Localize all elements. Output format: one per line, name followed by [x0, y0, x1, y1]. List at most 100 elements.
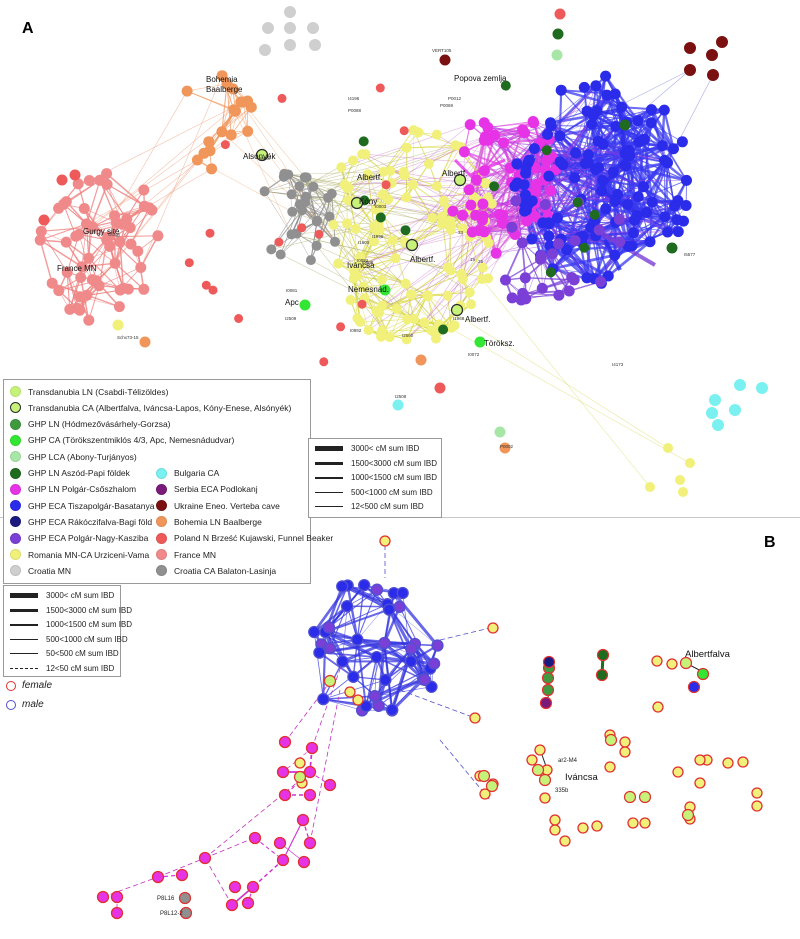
sample-node[interactable] — [545, 267, 556, 278]
sample-node[interactable] — [609, 196, 621, 207]
sample-node[interactable] — [587, 110, 599, 121]
sample-node[interactable] — [431, 181, 442, 192]
sample-node[interactable] — [681, 808, 695, 822]
sample-node[interactable] — [582, 149, 594, 161]
sample-node[interactable] — [308, 625, 321, 639]
sample-node[interactable] — [398, 166, 409, 177]
sample-node[interactable] — [266, 244, 277, 255]
sample-node[interactable] — [663, 443, 673, 453]
sample-node[interactable] — [632, 191, 644, 203]
sample-node[interactable] — [175, 868, 189, 882]
sample-node[interactable] — [336, 580, 349, 593]
sample-node[interactable] — [485, 779, 499, 793]
sample-node[interactable] — [489, 181, 500, 192]
sample-node[interactable] — [396, 586, 409, 600]
sample-node[interactable] — [541, 671, 555, 685]
sample-node[interactable] — [706, 407, 718, 419]
sample-node[interactable] — [466, 299, 477, 310]
sample-node[interactable] — [381, 180, 391, 190]
sample-node[interactable] — [632, 115, 644, 127]
sample-node[interactable] — [355, 251, 366, 262]
sample-node[interactable] — [520, 293, 532, 305]
sample-node[interactable] — [596, 185, 608, 197]
sample-node[interactable] — [506, 221, 518, 233]
sample-node[interactable] — [305, 255, 316, 266]
sample-node[interactable] — [34, 234, 46, 246]
sample-node[interactable] — [465, 199, 477, 211]
sample-node[interactable] — [696, 667, 710, 681]
sample-node[interactable] — [348, 155, 358, 166]
sample-node[interactable] — [96, 890, 110, 904]
sample-node[interactable] — [191, 154, 203, 166]
sample-node[interactable] — [520, 163, 532, 175]
sample-node[interactable] — [538, 773, 552, 787]
sample-node[interactable] — [102, 231, 114, 243]
sample-node[interactable] — [656, 140, 668, 152]
sample-node[interactable] — [470, 174, 482, 186]
sample-node[interactable] — [638, 790, 652, 804]
sample-node[interactable] — [707, 69, 719, 81]
sample-node[interactable] — [328, 219, 339, 230]
sample-node[interactable] — [539, 199, 551, 210]
sample-node[interactable] — [110, 906, 124, 920]
sample-node[interactable] — [64, 303, 76, 315]
sample-node[interactable] — [539, 792, 551, 804]
sample-node[interactable] — [216, 70, 228, 82]
sample-node[interactable] — [313, 646, 326, 659]
sample-node[interactable] — [38, 214, 50, 226]
sample-node[interactable] — [542, 128, 554, 140]
sample-node[interactable] — [322, 621, 336, 634]
sample-node[interactable] — [83, 314, 95, 326]
sample-node[interactable] — [303, 765, 317, 779]
sample-node[interactable] — [46, 277, 58, 289]
sample-node[interactable] — [545, 117, 556, 129]
sample-node[interactable] — [597, 174, 609, 186]
sample-node[interactable] — [639, 817, 651, 829]
sample-node[interactable] — [600, 70, 612, 82]
sample-node[interactable] — [340, 600, 354, 613]
sample-node[interactable] — [293, 770, 307, 784]
sample-node[interactable] — [607, 166, 619, 178]
sample-node[interactable] — [494, 426, 506, 438]
sample-node[interactable] — [645, 482, 655, 492]
sample-node[interactable] — [286, 189, 297, 200]
sample-node[interactable] — [139, 336, 151, 348]
sample-node[interactable] — [431, 639, 444, 652]
sample-node[interactable] — [294, 199, 305, 210]
sample-node[interactable] — [370, 583, 384, 596]
sample-node[interactable] — [616, 101, 628, 113]
sample-node[interactable] — [246, 880, 260, 894]
sample-node[interactable] — [672, 226, 684, 238]
sample-node[interactable] — [522, 199, 534, 211]
sample-node[interactable] — [178, 891, 192, 905]
sample-node[interactable] — [542, 655, 556, 669]
sample-node[interactable] — [473, 225, 485, 237]
sample-node[interactable] — [317, 692, 330, 706]
sample-node[interactable] — [547, 248, 558, 260]
sample-node[interactable] — [694, 777, 706, 789]
sample-node[interactable] — [668, 143, 679, 155]
sample-node[interactable] — [551, 49, 563, 61]
sample-node[interactable] — [436, 219, 447, 229]
sample-node[interactable] — [595, 276, 607, 288]
sample-node[interactable] — [273, 836, 287, 850]
sample-node[interactable] — [259, 44, 271, 56]
sample-node[interactable] — [56, 174, 68, 186]
sample-node[interactable] — [415, 354, 427, 366]
sample-node[interactable] — [579, 242, 590, 253]
sample-node[interactable] — [234, 314, 244, 323]
sample-node[interactable] — [347, 670, 360, 683]
sample-node[interactable] — [343, 182, 354, 193]
sample-node[interactable] — [483, 273, 493, 284]
sample-node[interactable] — [582, 156, 594, 168]
sample-node[interactable] — [377, 189, 388, 200]
sample-node[interactable] — [516, 237, 528, 249]
sample-node[interactable] — [604, 733, 618, 747]
sample-node[interactable] — [734, 379, 746, 391]
sample-node[interactable] — [563, 285, 575, 297]
sample-node[interactable] — [93, 280, 105, 292]
sample-node[interactable] — [543, 170, 555, 182]
sample-node[interactable] — [568, 274, 580, 286]
sample-node[interactable] — [74, 304, 86, 316]
sample-node[interactable] — [602, 270, 614, 282]
